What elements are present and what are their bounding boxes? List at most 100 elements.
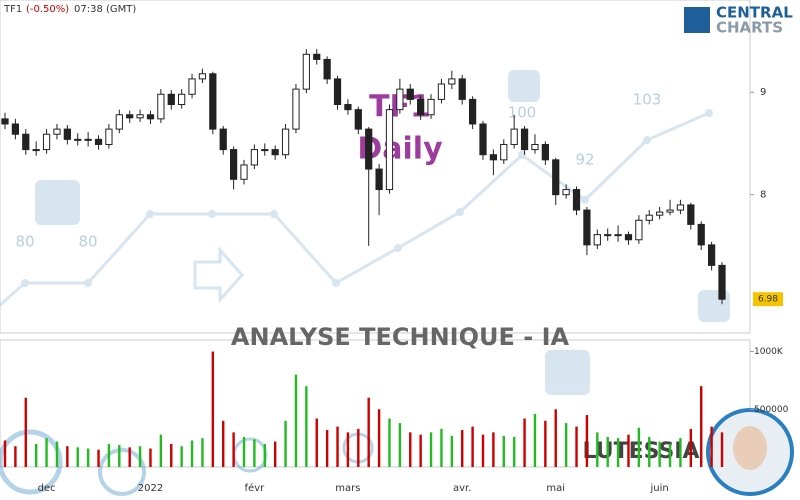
watermark-label: 80	[15, 233, 34, 251]
volume-bar	[273, 441, 277, 467]
volume-bar	[180, 446, 183, 467]
volume-bar	[305, 386, 308, 467]
volume-bar	[263, 443, 266, 467]
candle-body	[562, 189, 570, 196]
candle-body	[604, 234, 612, 237]
volume-bar	[367, 397, 370, 467]
x-tick-label: févr	[245, 482, 266, 494]
volume-bar	[55, 441, 59, 467]
volume-bar	[700, 386, 703, 467]
volume-bar	[637, 427, 641, 467]
banner: ANALYSE TECHNIQUE - IA	[231, 323, 570, 351]
candle-body	[531, 143, 539, 151]
volume-bar	[357, 428, 360, 467]
candle-body	[229, 149, 238, 180]
volume-bar	[679, 438, 682, 467]
candle-body	[94, 138, 103, 145]
volume-bar	[336, 426, 339, 467]
volume-bar	[86, 448, 90, 467]
candle-body	[32, 149, 40, 152]
symbol: TF1	[3, 4, 22, 15]
avatar-face	[733, 426, 767, 470]
volume-bar	[138, 446, 142, 467]
candle-body	[656, 211, 664, 216]
signature: LUTESSIA	[582, 439, 699, 464]
candle-body	[489, 154, 498, 161]
candle-body	[365, 128, 373, 170]
volume-bar	[211, 351, 215, 467]
volume-bar	[585, 415, 589, 467]
y-tick-label: 1000K	[754, 347, 784, 357]
watermark-label: 92	[575, 151, 594, 169]
volume-bar	[284, 420, 287, 467]
candle-body	[157, 93, 165, 120]
candle-body	[53, 128, 61, 135]
volume-bar	[170, 443, 173, 467]
candle-body	[271, 149, 279, 156]
volume-bar	[398, 423, 402, 467]
candle-body	[11, 123, 20, 135]
volume-bar	[461, 430, 464, 467]
x-tick-label: dec	[38, 483, 56, 494]
candle-body	[281, 128, 290, 156]
volume-bar	[242, 436, 246, 467]
brand: CENTRAL	[716, 4, 793, 22]
watermark-line	[0, 111, 710, 307]
volume-bar	[606, 436, 609, 467]
candle-body	[676, 204, 685, 211]
volume-bar	[107, 443, 111, 467]
last-price: 6.98	[758, 295, 778, 305]
candle-body	[42, 133, 51, 151]
volume-bar	[388, 418, 391, 467]
candle-body	[396, 88, 404, 111]
volume-bar	[253, 439, 256, 467]
y-tick-label: 500000	[754, 405, 789, 415]
volume-bar	[575, 426, 578, 467]
candle-body	[417, 98, 425, 116]
signature-bg	[578, 432, 708, 470]
volume-bar	[502, 435, 505, 467]
candle-body	[707, 244, 716, 266]
volume-bar	[315, 418, 318, 467]
volume-bar	[668, 443, 672, 467]
volume-bar	[97, 449, 100, 467]
volume-bar	[419, 434, 422, 467]
candle-body	[240, 164, 248, 180]
candle-body	[354, 109, 362, 130]
volume-bar	[294, 374, 298, 467]
candle-body	[583, 209, 591, 246]
volume-bar	[346, 432, 350, 467]
candle-body	[718, 264, 726, 300]
candle-body	[697, 223, 705, 246]
candle-body	[624, 234, 633, 241]
x-tick-label: mai	[546, 483, 565, 494]
brand: CHARTS	[716, 19, 783, 37]
watermark-label: 103	[633, 91, 662, 109]
volume-bar	[689, 428, 693, 467]
candle-body	[645, 214, 653, 221]
volume-bar	[377, 409, 381, 467]
y-tick-label: 8	[760, 190, 766, 201]
candle-body	[126, 114, 134, 119]
candle-body	[406, 88, 414, 100]
candle-body	[552, 159, 560, 196]
candle-body	[520, 128, 529, 151]
volume-bar	[512, 436, 516, 467]
candle-body	[375, 168, 383, 191]
volume-bar	[76, 447, 79, 467]
candle-body	[500, 143, 508, 161]
candle-body	[63, 128, 71, 140]
watermark-label: 80	[78, 233, 97, 251]
volume-bar	[440, 428, 443, 467]
volume-bar	[201, 438, 204, 467]
volume-bar	[190, 440, 194, 467]
candle-body	[427, 98, 435, 116]
volume-bar	[544, 420, 547, 467]
candle-body	[84, 138, 92, 141]
volume-bar	[232, 432, 235, 467]
volume-bar	[128, 447, 131, 467]
price-panel	[0, 0, 751, 334]
watermark-label: 100	[508, 104, 537, 122]
candle-body	[292, 88, 300, 130]
volume-bar	[523, 418, 526, 467]
